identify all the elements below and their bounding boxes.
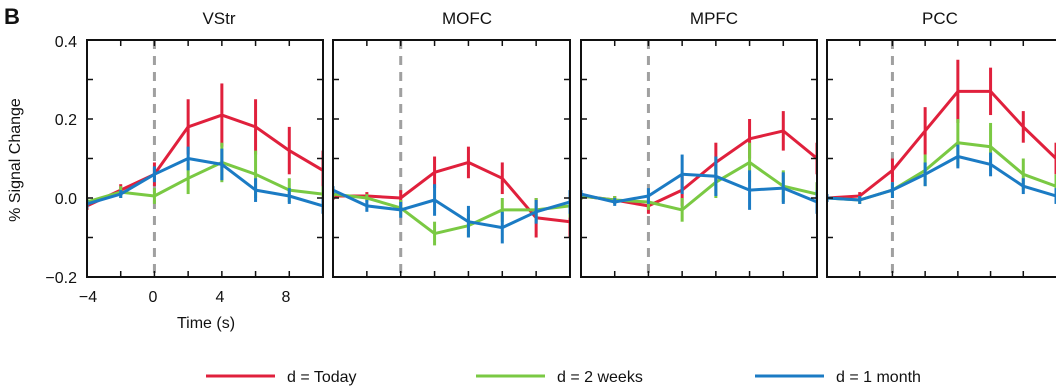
x-axis-label: Time (s) <box>177 315 235 332</box>
series-line-d-1-month <box>827 155 1056 202</box>
series-line-d-2-weeks <box>87 160 323 204</box>
legend: d = Today d = 2 weeks d = 1 month <box>206 369 921 386</box>
x-tick-label: 4 <box>216 289 225 306</box>
panel-letter: B <box>4 4 20 29</box>
series-line-d-1-month <box>581 172 817 204</box>
plot-panel-mpfc <box>580 39 818 278</box>
series-line-d-1-month <box>333 188 570 230</box>
data-layer <box>581 111 817 222</box>
x-tick-label: 0 <box>149 289 158 306</box>
y-tick-label: 0.0 <box>55 191 77 208</box>
plot-panel-pcc <box>826 39 1056 278</box>
plot-panel-vstr <box>86 39 324 278</box>
legend-label-1-month: d = 1 month <box>836 369 921 386</box>
panel-frame <box>332 39 571 278</box>
panel-title-mofc: MOFC <box>442 9 492 28</box>
x-tick-label: 8 <box>282 289 291 306</box>
panel-title-mpfc: MPFC <box>690 9 738 28</box>
y-axis-label: % Signal Change <box>7 98 24 222</box>
data-layer <box>827 59 1056 204</box>
series-line-d-2-weeks <box>333 192 570 236</box>
series-line-d-today <box>87 113 323 208</box>
panel-frame <box>580 39 818 278</box>
x-tick-label: −4 <box>79 289 97 306</box>
panel-title-vstr: VStr <box>202 9 235 28</box>
series-line-d-2-weeks <box>827 141 1056 202</box>
series-line-d-today <box>827 89 1056 200</box>
panel-title-pcc: PCC <box>922 9 958 28</box>
y-tick-label: −0.2 <box>45 270 77 287</box>
panel-frame <box>86 39 324 278</box>
plot-panel-mofc <box>332 39 571 278</box>
y-tick-label: 0.2 <box>55 112 77 129</box>
data-layer <box>333 146 570 246</box>
data-layer <box>87 83 323 214</box>
series-line-d-1-month <box>87 157 323 208</box>
legend-label-2-weeks: d = 2 weeks <box>557 369 643 386</box>
legend-label-today: d = Today <box>287 369 357 386</box>
y-tick-label: 0.4 <box>55 34 77 51</box>
